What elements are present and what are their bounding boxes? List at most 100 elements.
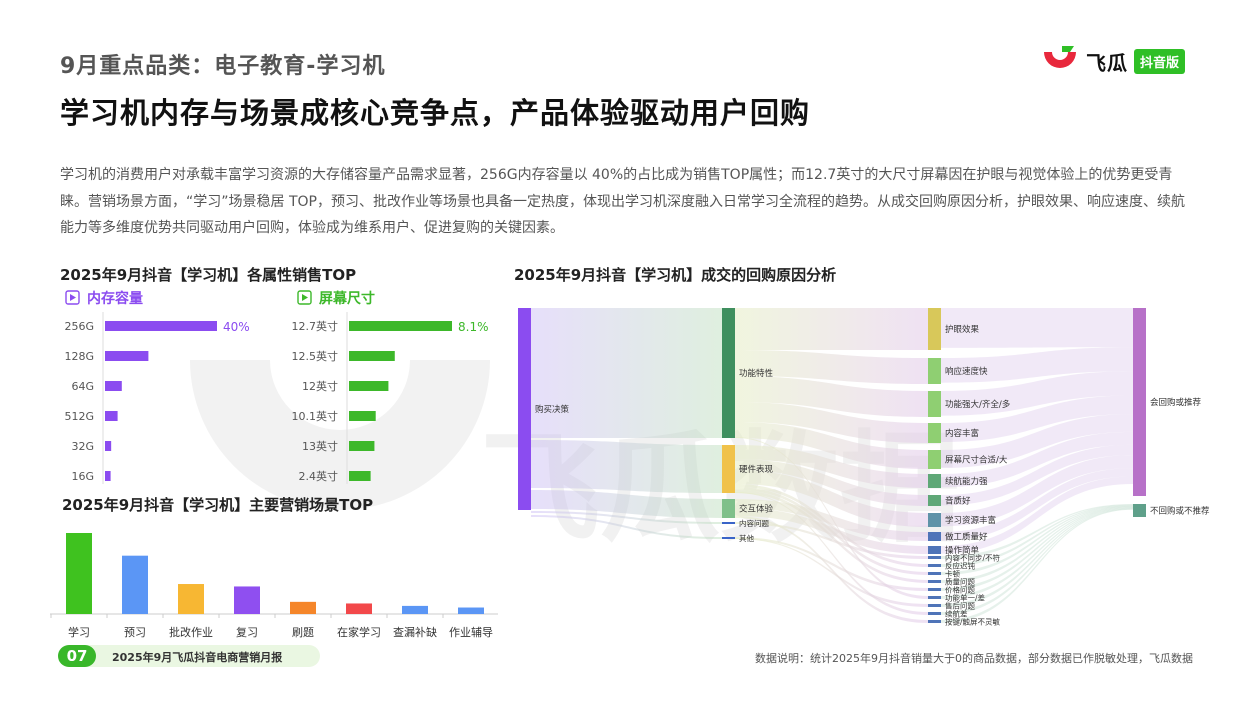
attr-category-label: 512G [64,410,94,423]
attr-category-label: 12.5英寸 [292,349,339,363]
sankey-node [928,620,941,623]
sankey-flow [941,371,1133,416]
sankey-node [928,513,941,527]
sankey-flow [735,376,928,417]
sankey-node-label: 护眼效果 [945,324,980,335]
attr-category-label: 2.4英寸 [299,469,339,483]
sankey-node-label: 内容丰富 [945,428,979,439]
sankey-node [518,308,531,510]
sankey-flow [735,402,928,443]
scene-bar [290,601,316,614]
scene-category-label: 在家学习 [337,625,381,639]
sankey-flow [941,308,1133,348]
sankey-flow [941,431,1133,488]
sankey-node [928,308,941,350]
attr-chart-title: 屏幕尺寸 [319,290,375,307]
sankey-flow [941,444,1133,506]
sankey-flow [941,468,1133,541]
sankey-node-label: 售后问题 [945,601,975,611]
sankey-node [928,564,941,567]
sankey-flow [735,445,928,488]
sankey-flow [735,516,928,623]
sankey-flow [735,490,928,583]
page-title: 学习机内存与场景成核心竞争点，产品体验驱动用户回购 [60,96,811,130]
sankey-flow [531,490,722,518]
sankey-flow [735,487,928,575]
sankey-flow [735,437,928,599]
sankey-node [928,556,941,559]
sankey-node [928,450,941,469]
sankey-node [722,537,735,539]
sankey-node [722,445,735,493]
sankey-node-label: 响应速度快 [945,366,988,377]
sankey-flow [531,511,722,524]
sankey-flow [531,515,722,539]
attr-chart-header-0: 内存容量 [65,290,143,307]
sankey-node-label: 续航能力强 [945,476,988,487]
sankey-flow [531,308,722,438]
scene-bar-chart: 学习 预习 批改作业 复习 刷题 在家学习 查漏补缺 作业辅导 [50,533,498,639]
attr-panel-title: 2025年9月抖音【学习机】各属性销售TOP [60,266,357,284]
sankey-node-label: 其他 [739,533,754,543]
sankey-flow [941,414,1133,469]
sankey-flow [735,484,928,567]
sankey-node [928,546,941,554]
sankey-flow [735,522,928,559]
data-note: 数据说明：统计2025年9月抖音销量大于0的商品数据，部分数据已作脱敏处理，飞瓜… [755,652,1193,665]
sankey-node-label: 功能单一/差 [945,593,986,603]
sankey-flow [941,505,1133,583]
scene-category-label: 查漏补缺 [393,625,437,639]
sankey-flow [941,507,1133,599]
sankey-node [928,495,941,506]
sankey-node-label: 续航差 [945,609,968,619]
sankey-flow [941,476,1133,554]
sankey-node-label: 按键/触屏不灵敏 [945,617,1001,627]
scene-bar [178,584,204,614]
sankey-node [928,596,941,599]
scene-bar [122,555,148,614]
sankey-node-label: 内容问题 [739,518,769,528]
sankey-flow [941,395,1133,442]
sankey-node [722,522,735,524]
scene-category-label: 学习 [68,625,90,639]
sankey-panel-title: 2025年9月抖音【学习机】成交的回购原因分析 [514,266,837,284]
sankey-node-label: 价格问题 [945,585,975,595]
intro-paragraph: 学习机的消费用户对承载丰富学习资源的大存储容量产品需求显著，256G内存容量以 … [60,167,1185,236]
scene-panel-title: 2025年9月抖音【学习机】主要营销场景TOP [62,496,374,514]
sankey-flow [941,505,1133,575]
footer-report-title: 2025年9月飞瓜抖音电商营销月报 [112,651,283,664]
attr-category-label: 64G [71,380,94,393]
scene-bar [66,533,92,614]
sankey-node-label: 功能强大/齐全/多 [945,399,1011,410]
attr-category-label: 12英寸 [302,379,338,393]
brand-logo-text: 飞瓜 [1086,50,1128,75]
scene-category-label: 复习 [236,625,258,639]
sankey-flow [735,470,928,527]
sankey-node [928,391,941,417]
attr-chart-title: 内存容量 [87,290,143,307]
play-icon-triangle [302,294,308,301]
scene-category-label: 预习 [124,626,146,639]
attr-category-label: 256G [64,320,94,333]
brand-logo: 飞瓜 抖音版 [1040,44,1186,78]
sankey-flow [941,347,1133,383]
sankey-flow [941,455,1133,527]
sankey-flow [735,308,928,350]
sankey-flow [941,506,1133,591]
sankey-flow [941,504,1133,567]
sankey-node [928,588,941,591]
scene-bar [346,603,372,614]
sankey-flow [941,504,1133,559]
sankey-node-label: 内容不同步/不符 [945,553,1001,563]
sankey-node [928,580,941,583]
sankey-flow [941,507,1133,607]
attr-bar [349,321,452,331]
scene-bar [234,586,260,614]
brand-logo-badge: 抖音版 [1134,48,1186,74]
attr-category-label: 128G [64,350,94,363]
scene-category-label: 批改作业 [169,625,213,639]
attr-bar [105,321,217,331]
scene-bar [402,605,428,614]
attr-category-label: 12.7英寸 [292,319,339,333]
